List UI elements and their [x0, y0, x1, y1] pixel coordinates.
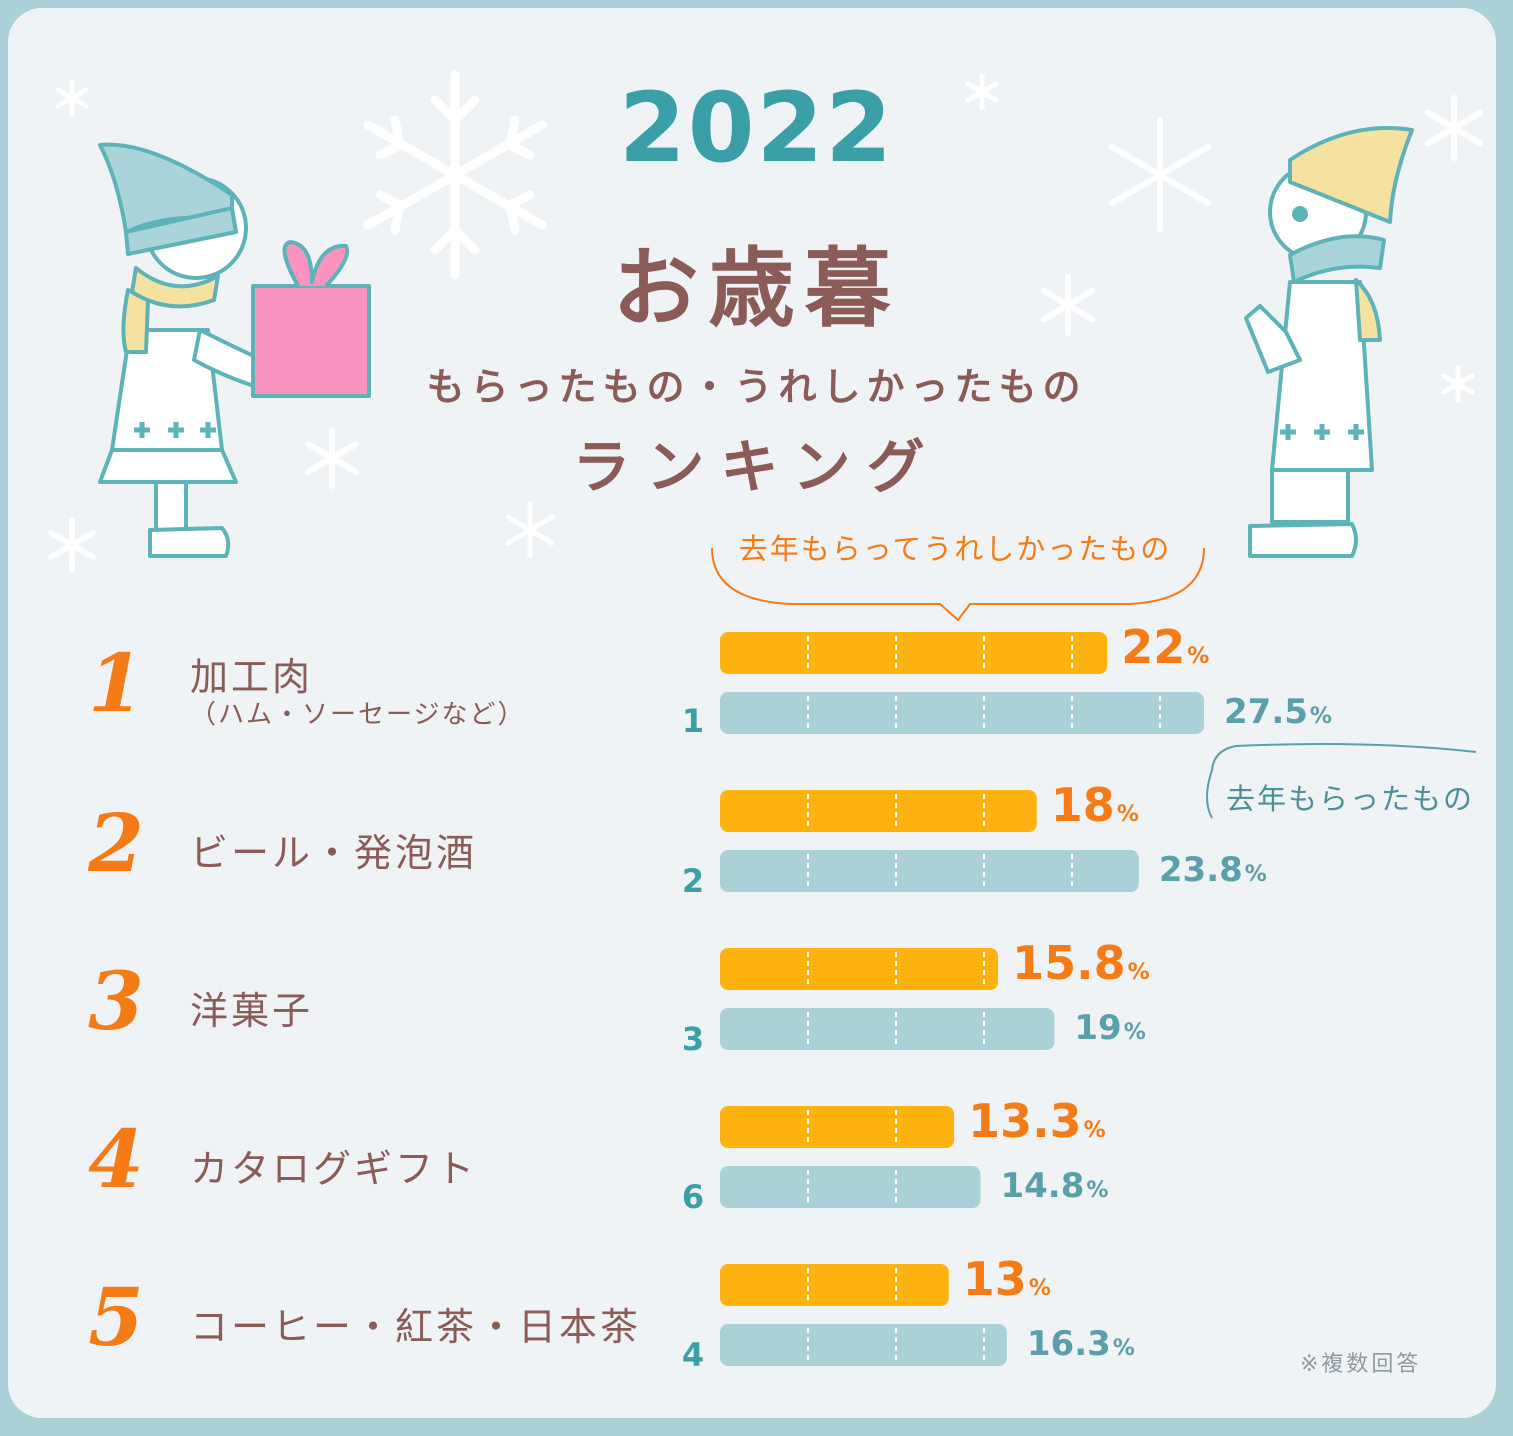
legend-previous-bracket	[1206, 743, 1477, 819]
snowflake-icon	[505, 501, 555, 559]
snowflake-icon	[55, 79, 89, 117]
previous-rank: 6	[681, 1178, 705, 1216]
snowflake-icon	[1109, 117, 1211, 233]
legend-current: 去年もらってうれしかったもの	[738, 532, 1172, 566]
bar-previous	[720, 692, 1204, 734]
large-snowflake-icon	[363, 70, 547, 280]
snowflake-icon	[965, 73, 999, 111]
previous-rank: 4	[681, 1336, 705, 1374]
bars-group	[720, 632, 1204, 1366]
rank-number: 5	[88, 1270, 144, 1364]
footnote: ※複数回答	[1300, 1352, 1422, 1377]
snowflake-icon	[1441, 365, 1475, 403]
ranking-label: ランキング	[572, 433, 941, 501]
previous-rank: 2	[681, 862, 705, 900]
legend-current-bracket	[711, 547, 1205, 622]
bar-current	[720, 632, 1108, 674]
page-title: お歳暮	[612, 239, 901, 339]
previous-value-label: 16.3%	[1026, 1324, 1135, 1364]
character-receiving-illustration	[1244, 126, 1414, 558]
bar-previous	[720, 1008, 1055, 1050]
year-title: 2022	[618, 72, 895, 184]
item-name: 洋菓子	[190, 989, 314, 1033]
character-giving-gift-illustration	[98, 142, 371, 558]
page-subtitle: もらったもの・うれしかったもの	[426, 365, 1087, 409]
item-name: 加工肉	[190, 655, 314, 699]
previous-rank: 3	[681, 1020, 705, 1058]
previous-value-label: 14.8%	[1000, 1166, 1109, 1206]
snowflake-icon	[1041, 274, 1095, 336]
bar-current	[720, 948, 999, 990]
bar-previous	[720, 1324, 1007, 1366]
current-value-label: 18%	[1050, 778, 1139, 832]
rank-number: 4	[88, 1112, 144, 1206]
previous-value-label: 23.8%	[1158, 850, 1267, 890]
snowflake-icon	[48, 518, 96, 572]
current-value-label: 22%	[1121, 620, 1210, 674]
previous-value-label: 27.5%	[1224, 692, 1332, 732]
rank-number: 3	[88, 954, 144, 1048]
previous-rank: 1	[681, 702, 705, 740]
item-name: カタログギフト	[190, 1147, 478, 1191]
bar-current	[720, 790, 1037, 832]
current-value-label: 13%	[962, 1252, 1051, 1306]
item-note: （ハム・ソーセージなど）	[190, 700, 526, 730]
rank-number: 1	[88, 636, 144, 730]
current-value-label: 13.3%	[968, 1094, 1106, 1148]
item-name: コーヒー・紅茶・日本茶	[190, 1305, 642, 1349]
bar-previous	[720, 1166, 981, 1208]
bar-previous	[720, 850, 1139, 892]
rank-number: 2	[88, 796, 144, 890]
previous-value-label: 19%	[1074, 1008, 1146, 1048]
item-name: ビール・発泡酒	[190, 831, 478, 875]
snowflake-icon	[305, 427, 359, 489]
legend-previous: 去年もらったもの	[1226, 782, 1475, 816]
bar-current	[720, 1106, 955, 1148]
bar-current	[720, 1264, 949, 1306]
current-value-label: 15.8%	[1012, 936, 1150, 990]
snowflake-icon	[1425, 95, 1483, 161]
